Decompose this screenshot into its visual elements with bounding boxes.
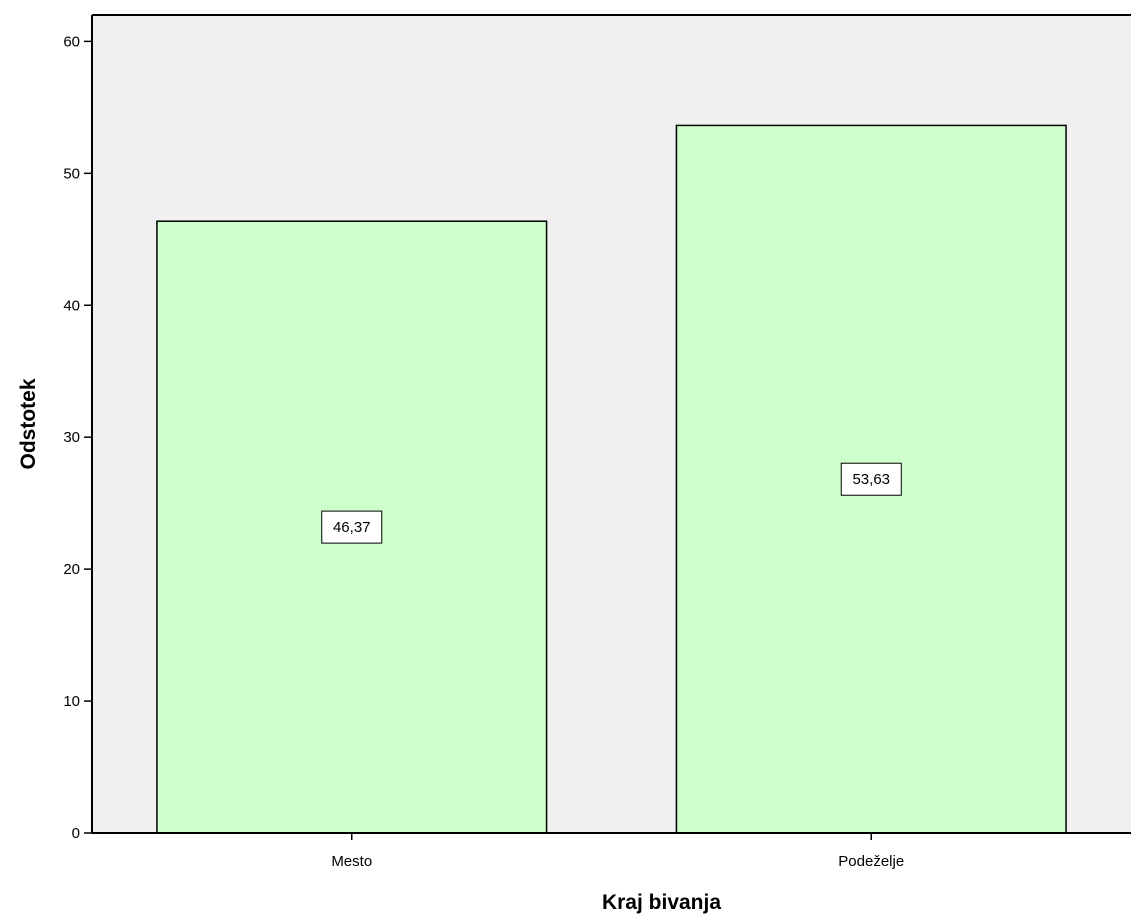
y-tick-label: 10 [63,693,80,710]
data-label: 53,63 [852,471,890,488]
y-tick-label: 30 [63,429,80,446]
x-tick-label: Podeželje [838,853,904,870]
y-tick-label: 60 [63,33,80,50]
data-label-box [840,462,902,496]
data-label: 46,37 [333,519,371,536]
y-tick-label: 50 [63,165,80,182]
x-axis-title: Kraj bivanja [602,891,721,914]
x-tick-label: Mesto [331,853,372,870]
y-tick-label: 0 [72,825,80,842]
y-axis-title: Odstotek [17,378,40,469]
data-label-box [321,510,383,544]
y-tick-label: 40 [63,297,80,314]
y-tick-label: 20 [63,561,80,578]
